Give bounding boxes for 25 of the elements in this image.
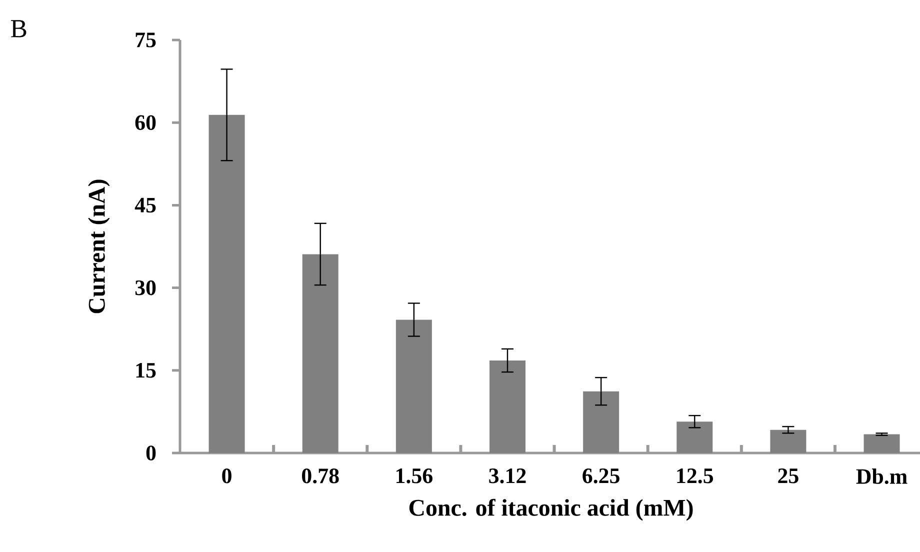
y-tick-label: 15 [136,363,156,378]
x-tick-label: 12.5 [677,468,714,484]
x-tick-label: 25 [778,468,798,484]
bar [489,360,526,453]
x-tick-label: 1.56 [396,468,432,484]
bar [302,254,338,453]
y-tick-label: 45 [134,198,156,213]
y-tick-label: 75 [136,32,156,48]
y-axis-title: Current (nA) [88,180,110,314]
x-axis-title: Conc. of itaconic acid (mM) [409,498,693,521]
y-tick-label: 0 [146,446,156,460]
x-tick-label: 0.78 [302,468,339,484]
x-tick-label: 6.25 [582,468,620,484]
y-tick-label: 30 [135,280,156,296]
bar [770,430,806,453]
bar [208,114,245,453]
y-tick-label: 60 [135,115,156,130]
bar [676,422,713,453]
x-tick-label: Db.m [856,468,908,484]
x-tick-label: 3.12 [489,468,526,484]
bar [864,434,900,453]
text: B [10,20,26,38]
bar [396,320,432,453]
x-tick-label: 0 [222,468,232,484]
bar [583,391,620,453]
